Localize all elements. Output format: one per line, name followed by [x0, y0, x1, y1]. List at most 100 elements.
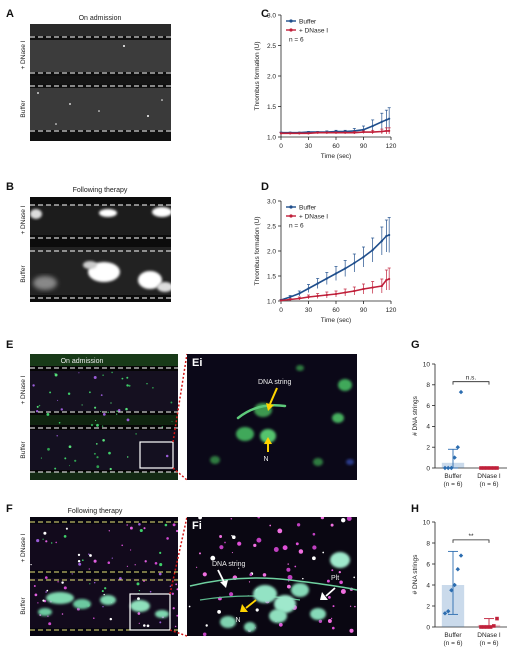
speckle	[71, 573, 73, 575]
panel-a-row-dnase: + DNase I	[20, 40, 27, 69]
speckle	[171, 420, 173, 422]
panel-ei-annot-dna: DNA string	[258, 379, 292, 386]
legend-label: + DNase I	[299, 27, 328, 34]
speckle	[137, 612, 141, 615]
speckle	[339, 580, 343, 585]
data-point	[371, 124, 374, 128]
speckle	[119, 577, 122, 580]
speckle	[205, 624, 208, 627]
speckle	[172, 523, 176, 527]
speckle	[224, 541, 226, 544]
speckle	[42, 538, 44, 540]
speckle	[44, 576, 48, 579]
speckle	[128, 384, 131, 387]
category-label: DNase I	[477, 473, 501, 480]
panel-b: B Following therapy + DNase I Buffer	[6, 181, 171, 302]
speckle	[166, 537, 169, 540]
speckle	[231, 535, 236, 540]
speckle	[287, 574, 293, 580]
speckle	[346, 517, 352, 521]
speckle	[340, 589, 346, 594]
speckle	[330, 523, 334, 527]
speckle	[121, 544, 124, 547]
speckle	[109, 617, 113, 621]
speckle	[116, 413, 118, 415]
speckle	[338, 570, 341, 574]
speckle	[126, 418, 130, 422]
speckle	[217, 610, 221, 614]
speckle	[210, 555, 216, 561]
speckle	[277, 528, 283, 534]
data-point	[298, 292, 301, 295]
data-point	[380, 130, 383, 133]
speckle	[312, 545, 317, 550]
speckle	[282, 545, 288, 551]
y-axis-label: Thrombus formation (U)	[254, 42, 261, 111]
data-point	[307, 287, 310, 290]
speckle	[54, 373, 58, 377]
speckle	[273, 547, 279, 552]
speckle	[253, 543, 257, 548]
speckle	[93, 617, 95, 619]
speckle	[47, 447, 50, 451]
speckle	[90, 423, 94, 427]
speckle	[159, 563, 163, 567]
data-point	[344, 291, 347, 294]
panel-b-row-dnase: + DNase I	[20, 205, 27, 234]
speckle	[158, 572, 162, 576]
speckle	[63, 535, 67, 538]
panel-fi-micrograph	[187, 517, 357, 636]
speckle	[81, 404, 83, 406]
data-point	[334, 292, 338, 296]
y-axis-label: Thrombus formation (U)	[254, 217, 261, 286]
y-tick-label: 2.5	[267, 223, 276, 230]
speckle	[198, 517, 202, 520]
speckle	[45, 591, 47, 593]
speckle	[108, 530, 110, 532]
speckle	[57, 399, 59, 401]
data-point	[385, 234, 388, 238]
speckle	[89, 583, 91, 585]
significance-label: n.s.	[466, 375, 477, 382]
data-point	[371, 131, 374, 134]
speckle	[146, 383, 148, 385]
speckle	[130, 549, 132, 551]
speckle	[249, 573, 253, 577]
speckle	[96, 423, 99, 427]
legend-label: Buffer	[299, 18, 317, 25]
speckle	[219, 535, 223, 538]
legend-label: + DNase I	[299, 213, 328, 220]
speckle	[68, 445, 72, 449]
significance-bracket	[452, 381, 490, 385]
y-axis-label: # DNA strings	[412, 554, 419, 594]
speckle	[286, 584, 291, 589]
speckle	[46, 589, 49, 592]
speckle	[33, 585, 36, 587]
speckle	[354, 605, 356, 608]
speckle	[256, 537, 262, 543]
speckle	[51, 542, 53, 544]
x-tick-label: 30	[305, 307, 313, 314]
speckle	[176, 614, 178, 617]
legend-marker	[289, 28, 293, 32]
chart-note: n = 6	[289, 36, 304, 43]
y-tick-label: 0	[426, 465, 430, 472]
speckle	[164, 523, 168, 527]
x-tick-label: 0	[279, 143, 283, 150]
data-point	[458, 553, 464, 558]
data-point	[446, 465, 451, 471]
speckle	[138, 589, 141, 592]
data-point	[455, 445, 460, 450]
speckle	[154, 561, 158, 565]
speckle	[237, 541, 242, 546]
chart-label: H	[411, 503, 419, 515]
speckle	[101, 590, 104, 593]
speckle	[93, 376, 97, 379]
speckle	[108, 451, 111, 455]
speckle	[144, 560, 147, 563]
speckle	[58, 421, 61, 424]
speckle	[295, 542, 299, 546]
y-tick-label: 3.0	[267, 198, 276, 205]
speckle	[143, 580, 145, 582]
x-tick-label: 90	[360, 307, 368, 314]
